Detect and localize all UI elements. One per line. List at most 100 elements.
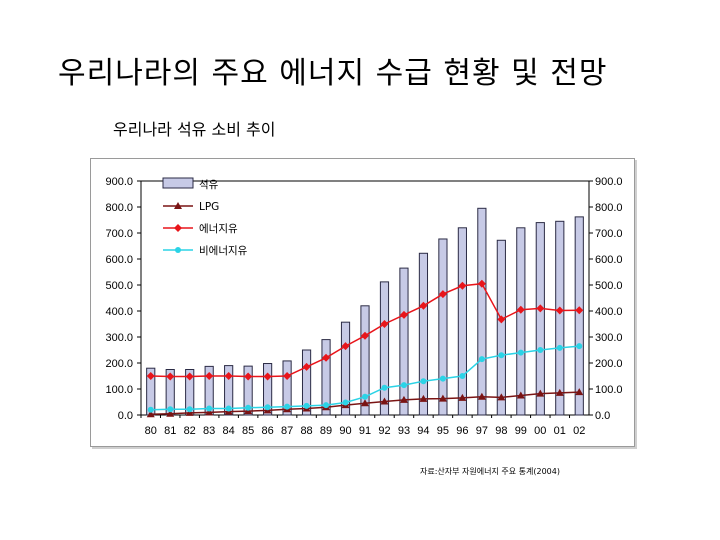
x-tick-label: 99 [515, 425, 527, 437]
y-tick-label-right: 500.0 [595, 280, 623, 292]
point-diamond [263, 372, 272, 381]
point-triangle [575, 388, 584, 396]
point-triangle [166, 409, 175, 417]
oil-consumption-chart: 0.0 0.0 100.0 100.0 200.0 200.0 300.0 300.0 400.… [105, 176, 622, 437]
y-tick-label-right: 600.0 [595, 254, 623, 266]
x-tick-label: 01 [554, 425, 566, 437]
x-tick-label: 80 [145, 425, 157, 437]
point-diamond [477, 279, 486, 288]
point-diamond [380, 320, 389, 328]
bar-oil [301, 349, 312, 416]
y-tick-label-right: 0.0 [595, 410, 610, 422]
bar-oil [438, 238, 448, 416]
x-tick-label: 93 [398, 425, 410, 437]
point-circle [147, 406, 154, 413]
point-circle [264, 404, 271, 411]
bar-oil [535, 222, 545, 416]
point-circle [537, 347, 544, 353]
legend-label: 에너지유 [199, 223, 238, 235]
point-circle [498, 352, 505, 359]
point-diamond [302, 362, 311, 371]
point-diamond [419, 301, 428, 310]
bars-group [146, 207, 584, 416]
point-circle [323, 402, 330, 409]
point-triangle [399, 395, 408, 403]
y-tick-label-right: 900.0 [595, 176, 623, 188]
point-circle [167, 406, 174, 413]
y-tick-label-left: 200.0 [105, 358, 133, 370]
bar-oil [360, 305, 370, 416]
y-tick-label-right: 300.0 [595, 332, 623, 344]
bar-oil [399, 267, 409, 416]
point-triangle [536, 389, 545, 397]
point-diamond [322, 353, 331, 362]
bar-oil [282, 360, 292, 416]
x-tick-label: 88 [300, 425, 312, 437]
point-diamond [224, 372, 233, 380]
x-tick-label: 91 [359, 425, 371, 437]
legend-label: 석유 [199, 179, 219, 191]
point-triangle [458, 393, 467, 401]
x-tick-label: 83 [203, 425, 215, 437]
legend-label: LPG [199, 201, 219, 213]
y-tick-label-left: 400.0 [105, 306, 133, 318]
point-diamond [438, 290, 447, 299]
point-circle [400, 382, 407, 389]
source-note: 자료:산자부 자원에너지 주요 통계(2004) [420, 467, 560, 476]
y-tick-label-right: 100.0 [595, 384, 623, 396]
bar-oil [224, 365, 234, 416]
point-diamond [458, 281, 467, 290]
point-circle [362, 393, 368, 400]
y-tick-label-left: 800.0 [105, 202, 133, 214]
point-diamond [516, 305, 525, 314]
point-diamond [497, 315, 506, 324]
y-tick-label-left: 900.0 [105, 176, 133, 188]
y-tick-label-right: 200.0 [595, 358, 623, 370]
point-diamond [166, 372, 175, 381]
x-tick-label: 00 [534, 425, 546, 437]
point-circle [206, 405, 213, 412]
lines-group [146, 279, 584, 418]
point-diamond [399, 310, 408, 319]
y-tick-label-left: 100.0 [105, 384, 133, 396]
x-tick-label: 95 [437, 425, 449, 437]
point-triangle [185, 408, 194, 416]
y-tick-label-left: 600.0 [105, 254, 133, 266]
point-circle [303, 402, 310, 409]
point-circle [478, 356, 485, 363]
legend-swatch-marker [175, 247, 181, 253]
bar-oil [263, 363, 273, 416]
x-tick-label: 85 [242, 425, 254, 437]
x-tick-label: 98 [495, 425, 507, 437]
point-triangle [438, 394, 447, 402]
slide-title: 우리나라의 주요 에너지 수급 현황 및 전망 [58, 56, 608, 91]
y-tick-label-right: 700.0 [595, 228, 623, 240]
point-circle [576, 343, 583, 350]
bar-oil [574, 216, 584, 416]
x-tick-label: 87 [281, 425, 293, 437]
y-tick-label-right: 400.0 [595, 306, 623, 318]
point-triangle [419, 394, 428, 402]
legend-swatch-marker [174, 202, 182, 209]
x-tick-label: 82 [184, 425, 196, 437]
point-diamond [555, 306, 564, 315]
bar-oil [457, 227, 467, 416]
point-circle [459, 373, 466, 379]
point-triangle [205, 408, 214, 416]
y-tick-label-left: 0.0 [118, 410, 133, 422]
x-tick-label: 92 [378, 425, 390, 437]
ticks-group: 0.0 0.0 100.0 100.0 200.0 200.0 300.0 300.0 400.… [105, 176, 622, 437]
x-tick-label: 94 [417, 425, 429, 437]
bar-oil [243, 365, 253, 416]
point-diamond [361, 331, 369, 340]
point-diamond [205, 372, 214, 380]
legend-label: 비에너지유 [199, 245, 248, 257]
point-diamond [146, 372, 155, 380]
point-circle [186, 406, 193, 413]
point-triangle [361, 399, 369, 407]
bar-oil [340, 321, 351, 416]
point-triangle [477, 392, 486, 400]
point-diamond [283, 372, 292, 380]
chart-subtitle: 우리나라 석유 소비 추이 [113, 120, 276, 139]
x-tick-label: 84 [223, 425, 235, 437]
